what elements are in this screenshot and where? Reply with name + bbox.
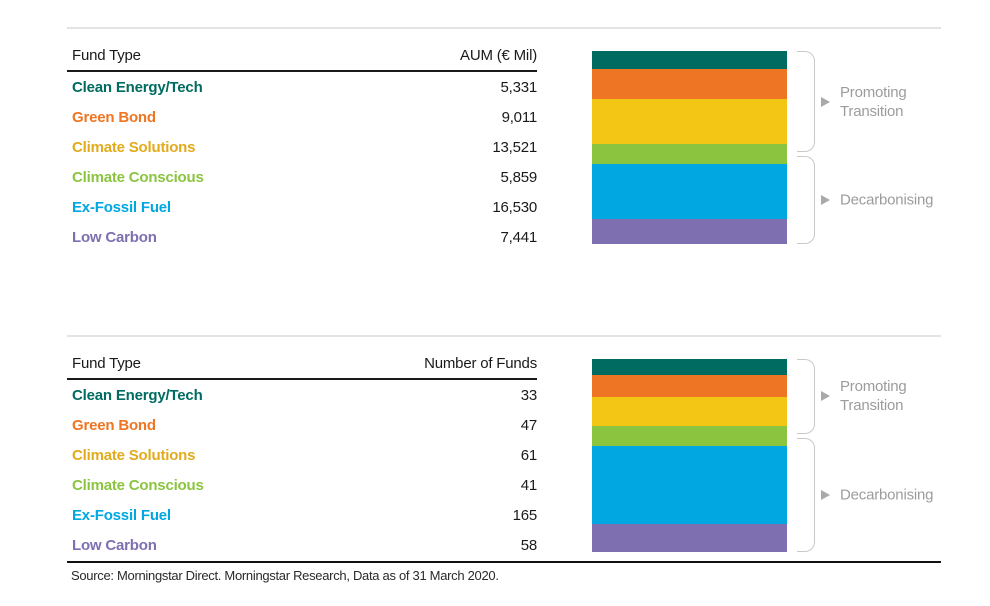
table-header: Fund Type AUM (€ Mil) — [67, 45, 537, 72]
fund-type-label: Clean Energy/Tech — [72, 386, 203, 404]
fund-value: 9,011 — [501, 108, 538, 126]
table-row: Low Carbon 7,441 — [67, 222, 537, 252]
fund-value: 7,441 — [500, 228, 537, 246]
fund-type-label: Climate Conscious — [72, 476, 204, 494]
fund-value: 58 — [520, 536, 538, 554]
divider — [67, 335, 941, 337]
bracket-promoting-transition: Promoting Transition — [797, 51, 907, 152]
bracket-decarbonising: Decarbonising — [797, 156, 933, 244]
column-header-fund-type: Fund Type — [72, 355, 141, 372]
fund-table-aum: Fund Type AUM (€ Mil) Clean Energy/Tech 5… — [67, 45, 537, 252]
bar-segment — [592, 219, 787, 244]
table-row: Clean Energy/Tech 33 — [67, 380, 537, 410]
bar-segment — [592, 163, 787, 220]
column-header-fund-type: Fund Type — [72, 47, 141, 64]
table-row: Climate Conscious 41 — [67, 470, 537, 500]
table-row: Low Carbon 58 — [67, 530, 537, 560]
table-body: Clean Energy/Tech 33 Green Bond 47 Climate S… — [67, 380, 537, 560]
fund-type-label: Climate Solutions — [72, 446, 196, 464]
fund-value: 5,331 — [500, 78, 537, 96]
column-header-aum: AUM (€ Mil) — [460, 47, 537, 64]
bottom-rule — [67, 561, 941, 563]
bar-segment — [592, 68, 787, 99]
fund-value: 41 — [520, 476, 538, 494]
fund-type-label: Clean Energy/Tech — [72, 78, 203, 96]
table-body: Clean Energy/Tech 5,331 Green Bond 9,011 Cli… — [67, 72, 537, 252]
stacked-bar-aum — [592, 51, 787, 244]
fund-table-count: Fund Type Number of Funds Clean Energy/T… — [67, 353, 537, 560]
group-label-decarbonising: Decarbonising — [840, 486, 934, 504]
fund-value: 165 — [512, 506, 538, 524]
table-row: Green Bond 9,011 — [67, 102, 537, 132]
fund-value: 13,521 — [492, 138, 537, 156]
arrow-right-icon — [821, 194, 830, 205]
fund-type-label: Ex-Fossil Fuel — [72, 198, 171, 216]
bar-segment — [592, 374, 787, 398]
fund-value: 61 — [520, 446, 538, 464]
section-aum: Fund Type AUM (€ Mil) Clean Energy/Tech 5… — [67, 27, 941, 262]
table-row: Green Bond 47 — [67, 410, 537, 440]
bar-segment — [592, 98, 787, 145]
fund-type-label: Green Bond — [72, 108, 156, 126]
section-fund-count: Fund Type Number of Funds Clean Energy/T… — [67, 335, 941, 570]
fund-type-label: Low Carbon — [72, 536, 157, 554]
group-label-promoting-transition: Promoting Transition — [840, 83, 907, 120]
fund-type-label: Climate Conscious — [72, 168, 204, 186]
bar-segment — [592, 426, 787, 446]
bar-segment — [592, 359, 787, 375]
table-row: Clean Energy/Tech 5,331 — [67, 72, 537, 102]
column-header-number-of-funds: Number of Funds — [424, 355, 537, 372]
table-row: Climate Solutions 61 — [67, 440, 537, 470]
group-label-promoting-transition: Promoting Transition — [840, 378, 907, 415]
arrow-right-icon — [821, 391, 830, 402]
table-row: Climate Solutions 13,521 — [67, 132, 537, 162]
bar-segment — [592, 397, 787, 427]
arrow-right-icon — [821, 489, 830, 500]
fund-type-label: Ex-Fossil Fuel — [72, 506, 171, 524]
fund-value: 47 — [520, 416, 538, 434]
table-row: Ex-Fossil Fuel 16,530 — [67, 192, 537, 222]
fund-value: 16,530 — [492, 198, 537, 216]
bracket-promoting-transition: Promoting Transition — [797, 359, 907, 434]
fund-type-label: Green Bond — [72, 416, 156, 434]
table-row: Climate Conscious 5,859 — [67, 162, 537, 192]
bar-segment — [592, 445, 787, 525]
table-header: Fund Type Number of Funds — [67, 353, 537, 380]
source-note: Source: Morningstar Direct. Morningstar … — [71, 568, 499, 583]
fund-type-label: Low Carbon — [72, 228, 157, 246]
fund-value: 5,859 — [500, 168, 537, 186]
group-label-decarbonising: Decarbonising — [840, 191, 934, 209]
bar-segment — [592, 144, 787, 164]
fund-type-label: Climate Solutions — [72, 138, 196, 156]
table-row: Ex-Fossil Fuel 165 — [67, 500, 537, 530]
divider — [67, 27, 941, 29]
arrow-right-icon — [821, 96, 830, 107]
bar-segment — [592, 51, 787, 69]
fund-value: 33 — [520, 386, 538, 404]
bracket-decarbonising: Decarbonising — [797, 437, 933, 552]
stacked-bar-count — [592, 359, 787, 552]
bar-segment — [592, 524, 787, 552]
